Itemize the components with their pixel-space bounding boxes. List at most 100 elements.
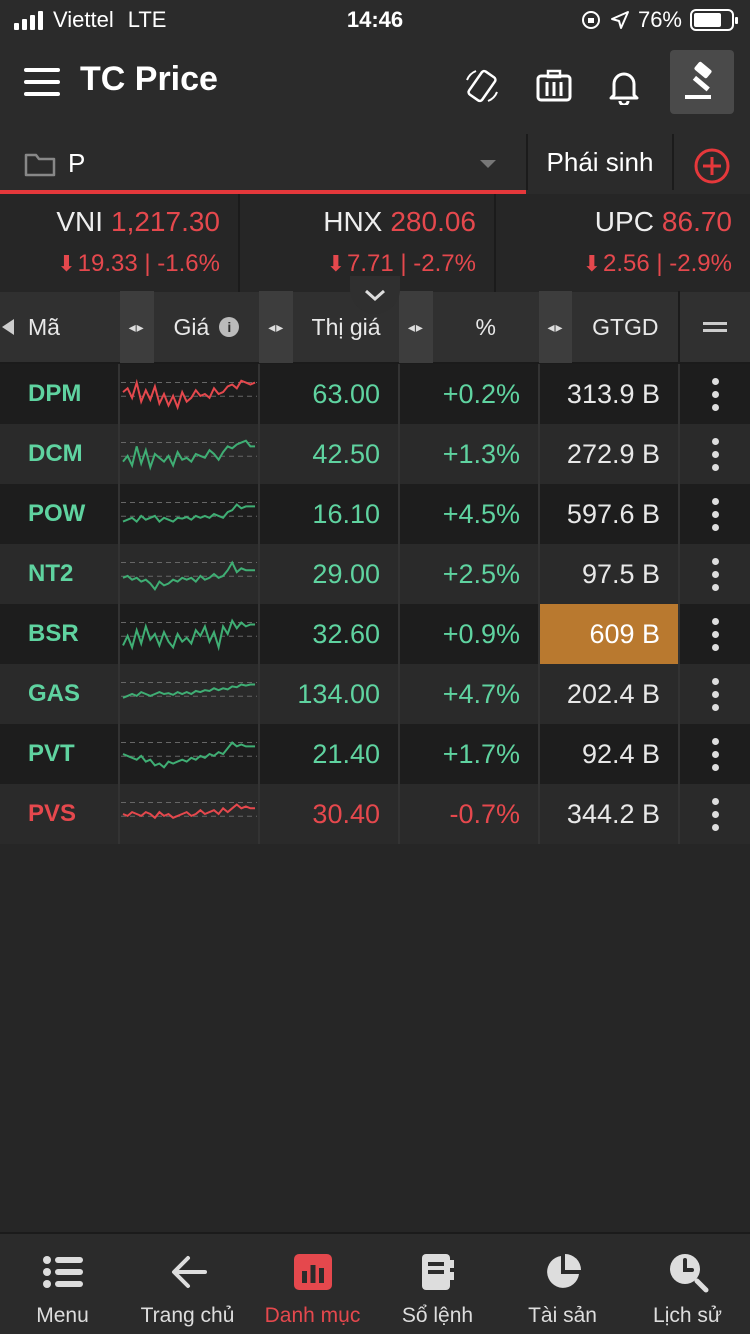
nav-assets[interactable]: Tài sản bbox=[500, 1234, 625, 1334]
sort-handle[interactable]: ◂▸ bbox=[538, 291, 573, 363]
market-price: 16.10 bbox=[260, 484, 400, 544]
more-options-icon[interactable] bbox=[680, 484, 750, 544]
percent-change: +4.5% bbox=[400, 484, 540, 544]
sparkline bbox=[120, 724, 260, 784]
nav-home[interactable]: Trang chủ bbox=[125, 1234, 250, 1334]
status-bar: Viettel LTE 14:46 76% bbox=[0, 0, 750, 42]
percent-change: +2.5% bbox=[400, 544, 540, 604]
ticker-code: NT2 bbox=[0, 544, 120, 604]
index-card-vni[interactable]: VNI 1,217.30 ⬇19.33 | -1.6% bbox=[0, 194, 240, 292]
more-options-icon[interactable] bbox=[680, 784, 750, 844]
trade-value: 597.6 B bbox=[540, 484, 680, 544]
market-price: 32.60 bbox=[260, 604, 400, 664]
table-row[interactable]: NT2 29.00 +2.5% 97.5 B bbox=[0, 544, 750, 604]
table-row[interactable]: POW 16.10 +4.5% 597.6 B bbox=[0, 484, 750, 544]
market-price: 21.40 bbox=[260, 724, 400, 784]
sparkline bbox=[120, 484, 260, 544]
carrier-label: Viettel bbox=[53, 7, 114, 32]
auction-gavel-icon[interactable] bbox=[670, 50, 734, 114]
nav-menu[interactable]: Menu bbox=[0, 1234, 125, 1334]
nav-order-book[interactable]: Sổ lệnh bbox=[375, 1234, 500, 1334]
trading-tools-icon[interactable] bbox=[528, 60, 580, 112]
back-arrow-icon bbox=[166, 1250, 210, 1294]
market-price: 63.00 bbox=[260, 364, 400, 424]
nav-label: Danh mục bbox=[264, 1304, 361, 1327]
percent-change: +0.9% bbox=[400, 604, 540, 664]
sparkline bbox=[120, 424, 260, 484]
trade-value: 313.9 B bbox=[540, 364, 680, 424]
more-options-icon[interactable] bbox=[680, 604, 750, 664]
trade-value: 92.4 B bbox=[540, 724, 680, 784]
trade-value: 202.4 B bbox=[540, 664, 680, 724]
market-price: 42.50 bbox=[260, 424, 400, 484]
nav-label: Tài sản bbox=[528, 1304, 597, 1327]
column-settings-icon[interactable] bbox=[678, 291, 750, 363]
rotation-lock-icon bbox=[581, 11, 600, 29]
nav-watchlist[interactable]: Danh mục bbox=[250, 1234, 375, 1334]
history-icon bbox=[666, 1250, 710, 1294]
more-options-icon[interactable] bbox=[680, 424, 750, 484]
app-header: TC Price bbox=[0, 42, 750, 134]
sparkline bbox=[120, 604, 260, 664]
col-code[interactable]: Mã bbox=[0, 291, 120, 363]
percent-change: +4.7% bbox=[400, 664, 540, 724]
watchlist-table: DPM 63.00 +0.2% 313.9 B DCM 42.50 +1.3% … bbox=[0, 364, 750, 844]
tab-derivative[interactable]: Phái sinh bbox=[526, 134, 674, 190]
folder-icon bbox=[24, 153, 56, 177]
more-options-icon[interactable] bbox=[680, 544, 750, 604]
signal-icon bbox=[14, 10, 43, 30]
ticker-code: GAS bbox=[0, 664, 120, 724]
col-market-price-label: Thị giá bbox=[311, 313, 381, 340]
trade-value: 97.5 B bbox=[540, 544, 680, 604]
index-change: 7.71 | -2.7% bbox=[347, 250, 476, 277]
index-card-upc[interactable]: UPC 86.70 ⬇2.56 | -2.9% bbox=[496, 194, 750, 292]
sort-handle[interactable]: ◂▸ bbox=[259, 291, 294, 363]
watchlist-name: P bbox=[68, 148, 86, 178]
table-row[interactable]: GAS 134.00 +4.7% 202.4 B bbox=[0, 664, 750, 724]
index-name: VNI bbox=[56, 206, 103, 237]
more-options-icon[interactable] bbox=[680, 724, 750, 784]
market-price: 29.00 bbox=[260, 544, 400, 604]
index-name: HNX bbox=[323, 206, 383, 237]
percent-change: +1.3% bbox=[400, 424, 540, 484]
table-row[interactable]: DPM 63.00 +0.2% 313.9 B bbox=[0, 364, 750, 424]
percent-change: +0.2% bbox=[400, 364, 540, 424]
table-row[interactable]: PVS 30.40 -0.7% 344.2 B bbox=[0, 784, 750, 844]
table-row[interactable]: DCM 42.50 +1.3% 272.9 B bbox=[0, 424, 750, 484]
sort-handle[interactable]: ◂▸ bbox=[398, 291, 433, 363]
ticker-code: DPM bbox=[0, 364, 120, 424]
watchlist-selector[interactable]: P bbox=[0, 134, 526, 194]
nav-history[interactable]: Lịch sử bbox=[625, 1234, 750, 1334]
battery-icon bbox=[690, 9, 738, 31]
arrow-down-icon: ⬇ bbox=[582, 251, 602, 276]
trade-value: 272.9 B bbox=[540, 424, 680, 484]
index-card-hnx[interactable]: HNX 280.06 ⬇7.71 | -2.7% bbox=[240, 194, 496, 292]
index-change: 19.33 | -1.6% bbox=[77, 250, 220, 277]
info-icon[interactable]: i bbox=[219, 317, 240, 337]
index-name: UPC bbox=[594, 206, 654, 237]
table-row[interactable]: BSR 32.60 +0.9% 609 B bbox=[0, 604, 750, 664]
more-options-icon[interactable] bbox=[680, 664, 750, 724]
bell-icon[interactable] bbox=[598, 60, 650, 112]
screen-rotate-icon[interactable] bbox=[456, 60, 508, 112]
hamburger-menu-icon[interactable] bbox=[24, 68, 60, 96]
index-value: 280.06 bbox=[390, 206, 476, 237]
bar-chart-icon bbox=[291, 1250, 335, 1294]
col-market-price[interactable]: Thị giá bbox=[293, 291, 399, 363]
bottom-navigation: Menu Trang chủ Danh mục Sổ lệnh Tài sản … bbox=[0, 1232, 750, 1334]
add-watchlist-icon[interactable] bbox=[693, 147, 731, 185]
arrow-down-icon: ⬇ bbox=[326, 251, 346, 276]
nav-label: Lịch sử bbox=[653, 1304, 722, 1327]
col-value[interactable]: GTGD bbox=[572, 291, 678, 363]
chevron-down-icon bbox=[365, 289, 385, 302]
collapse-left-icon bbox=[2, 319, 14, 335]
col-price[interactable]: Giá i bbox=[154, 291, 260, 363]
sort-handle[interactable]: ◂▸ bbox=[119, 291, 154, 363]
ticker-code: PVT bbox=[0, 724, 120, 784]
more-options-icon[interactable] bbox=[680, 364, 750, 424]
ticker-code: BSR bbox=[0, 604, 120, 664]
order-book-icon bbox=[416, 1250, 460, 1294]
table-row[interactable]: PVT 21.40 +1.7% 92.4 B bbox=[0, 724, 750, 784]
col-pct[interactable]: % bbox=[433, 291, 539, 363]
clock: 14:46 bbox=[346, 7, 404, 32]
